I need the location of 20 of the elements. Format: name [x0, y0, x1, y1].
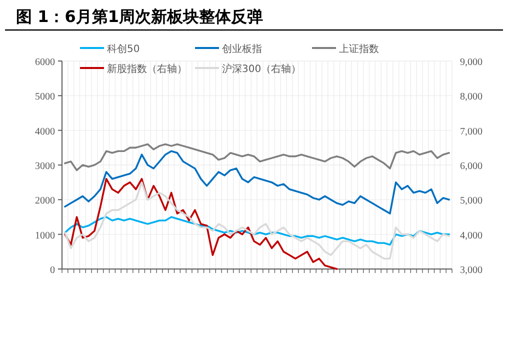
legend-label: 创业板指 [222, 43, 262, 55]
y-tick-label: 3000 [35, 161, 55, 172]
legend-label: 科创50 [107, 43, 140, 55]
y2-tick-label: 4,000 [460, 230, 482, 242]
legend-label: 新股指数（右轴） [107, 63, 187, 75]
y2-tick-label: 7,000 [460, 126, 482, 138]
y2-tick-label: 9,000 [460, 57, 482, 68]
y-tick-label: 1000 [35, 230, 55, 242]
legend-label: 沪深300（右轴） [222, 63, 302, 75]
y2-tick-label: 6,000 [460, 161, 482, 172]
y-tick-label: 2000 [35, 196, 55, 207]
chart-title: 图 1：6月第1周次新板块整体反弹 [16, 7, 263, 26]
y-tick-label: 4000 [35, 126, 55, 138]
y2-tick-label: 3,000 [460, 265, 482, 276]
y2-tick-label: 8,000 [460, 92, 482, 103]
legend-label: 上证指数 [339, 43, 379, 55]
y2-tick-label: 5,000 [460, 196, 482, 207]
y-tick-label: 6000 [35, 57, 55, 68]
y-tick-label: 5000 [35, 92, 55, 103]
y-tick-label: 0 [50, 265, 55, 276]
